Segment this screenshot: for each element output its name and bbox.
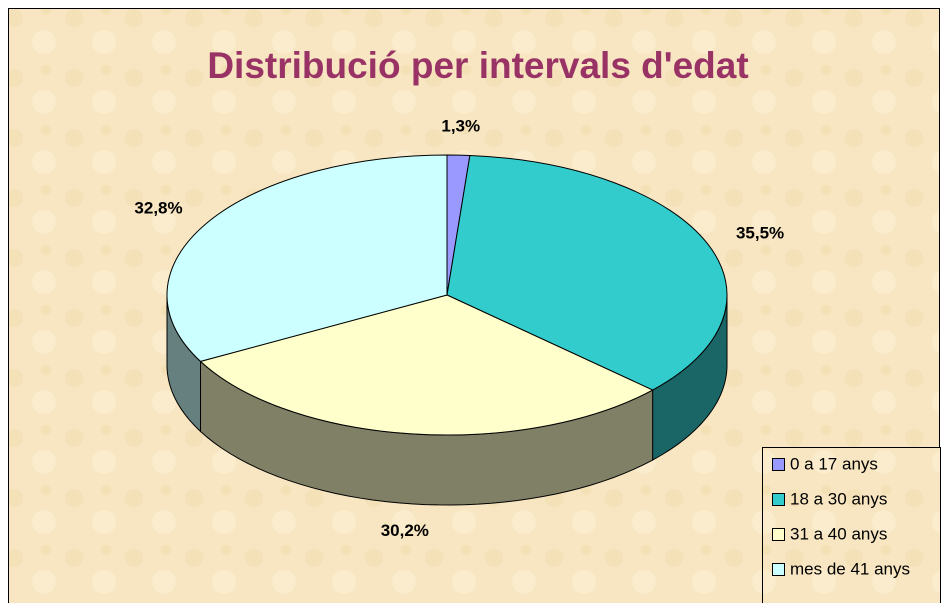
pie-slice [446,154,728,391]
legend-label: 31 a 40 anys [790,524,887,543]
legend-swatch [772,528,785,541]
chart-title: Distribució per intervals d'edat [207,45,748,86]
legend-swatch [772,563,785,576]
legend-label: 0 a 17 anys [790,454,878,473]
pie-slice [166,154,448,362]
data-label: 1,3% [441,117,480,136]
data-label: 35,5% [736,224,784,243]
data-label: 30,2% [381,521,429,540]
legend-swatch [772,493,785,506]
legend-label: 18 a 30 anys [790,489,887,508]
legend-label: mes de 41 anys [790,559,910,578]
pie-slice [199,294,654,436]
data-label: 32,8% [134,198,182,217]
legend-box [762,447,941,603]
legend-swatch [772,458,785,471]
